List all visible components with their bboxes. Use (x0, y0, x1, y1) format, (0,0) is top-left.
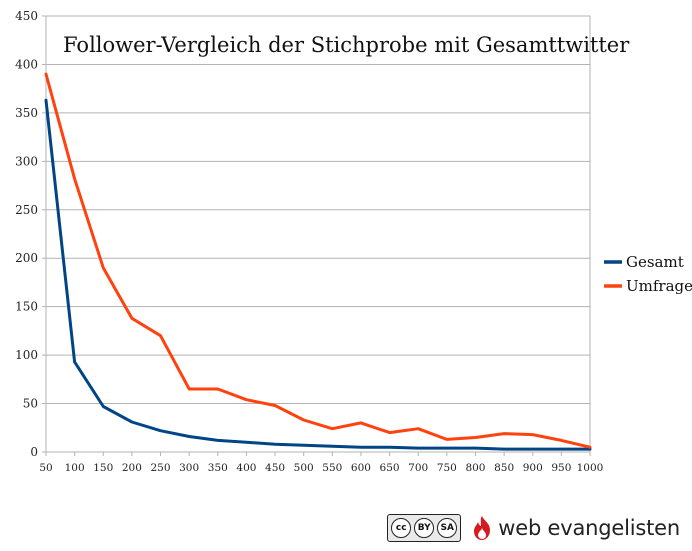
flame-logo-icon (474, 516, 491, 540)
series-line-gesamt (44, 98, 592, 451)
x-tick-label: 850 (494, 462, 514, 474)
x-tick-labels: 50 100 150 200 250 300 350 400 450 500 550 600 650 70… (39, 462, 603, 474)
axes (42, 15, 591, 456)
x-tick-label: 1000 (577, 462, 604, 474)
x-tick-label: 100 (65, 462, 85, 474)
x-tick-label: 900 (523, 462, 543, 474)
gridlines (46, 15, 590, 405)
sa-icon: SA (437, 518, 458, 538)
y-tick-label: 450 (15, 9, 38, 23)
x-tick-label: 350 (208, 462, 228, 474)
y-tick-label: 50 (23, 397, 38, 411)
x-tick-label: 950 (551, 462, 571, 474)
x-tick-label: 650 (380, 462, 400, 474)
y-tick-label: 0 (30, 445, 38, 459)
brand-name: web evangelisten (498, 516, 680, 540)
y-tick-label: 150 (15, 300, 38, 314)
series-line-umfrage (44, 72, 592, 449)
x-tick-label: 400 (236, 462, 256, 474)
x-tick-label: 600 (351, 462, 371, 474)
y-tick-label: 100 (15, 348, 38, 362)
y-tick-label: 200 (15, 251, 38, 265)
x-tick-label: 800 (465, 462, 485, 474)
y-tick-label: 400 (15, 57, 38, 71)
x-tick-label: 150 (93, 462, 113, 474)
series-lines (44, 72, 592, 451)
footer: cc BY SA web evangelisten (387, 511, 680, 545)
x-tick-label: 250 (151, 462, 171, 474)
x-tick-label: 550 (322, 462, 342, 474)
x-tick-label: 50 (39, 462, 52, 474)
by-icon: BY (414, 518, 435, 538)
legend-label: Umfrage (626, 277, 692, 295)
legend-label: Gesamt (626, 253, 684, 271)
x-tick-label: 700 (408, 462, 428, 474)
x-tick-label: 750 (437, 462, 457, 474)
x-tick-label: 500 (294, 462, 314, 474)
y-tick-labels: 0 50 100 150 200 250 300 350 400 450 (15, 9, 38, 459)
y-tick-label: 350 (15, 106, 38, 120)
chart-title: Follower-Vergleich der Stichprobe mit Ge… (63, 33, 630, 57)
legend: Gesamt Umfrage (604, 253, 692, 295)
cc-license-badge[interactable]: cc BY SA (387, 514, 462, 542)
x-tick-label: 450 (265, 462, 285, 474)
brand-logo[interactable]: web evangelisten (471, 515, 680, 541)
y-tick-label: 250 (15, 203, 38, 217)
x-tick-label: 200 (122, 462, 142, 474)
cc-icon: cc (391, 518, 412, 538)
y-tick-label: 300 (15, 154, 38, 168)
x-tick-label: 300 (179, 462, 199, 474)
